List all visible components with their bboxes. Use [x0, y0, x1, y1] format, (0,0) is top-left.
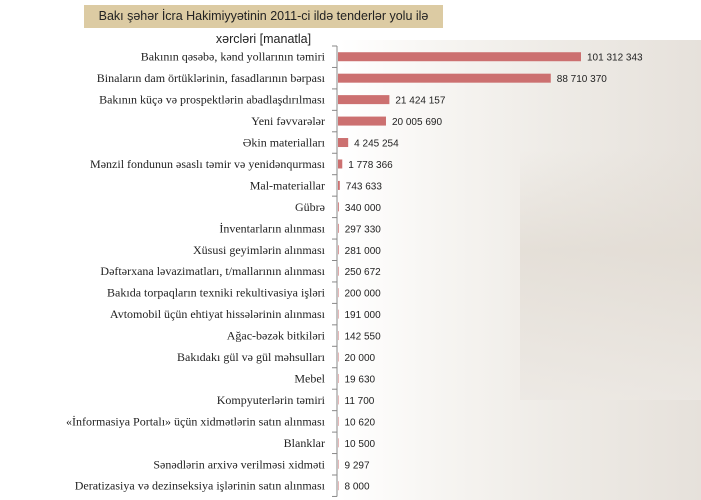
category-label: Kompyuterlərin təmiri: [217, 393, 326, 407]
data-label: 11 700: [345, 396, 375, 407]
data-label: 281 000: [345, 246, 382, 257]
chart-title: Bakı şəhər İcra Hakimiyyətinin 2011-ci i…: [84, 5, 443, 46]
data-label: 4 245 254: [354, 139, 399, 150]
data-label: 21 424 157: [395, 96, 445, 107]
bar: [338, 331, 339, 341]
bar: [338, 352, 339, 362]
data-label: 142 550: [345, 332, 382, 343]
category-label: Bakıdakı gül və gül məhsulları: [177, 350, 326, 364]
data-label: 1 778 366: [348, 160, 393, 171]
bar: [338, 159, 343, 169]
category-label: «İnformasiya Portalı» üçün xidmətlərin s…: [66, 414, 326, 428]
data-label: 297 330: [345, 224, 382, 235]
category-label: Yeni fəvvarələr: [251, 114, 325, 128]
data-label: 8 000: [345, 482, 370, 493]
category-label: Xüsusi geyimlərin alınması: [193, 243, 326, 257]
category-label: Bakıda torpaqların texniki rekultivasiya…: [107, 286, 326, 300]
bar: [338, 138, 349, 148]
data-label: 20 000: [345, 353, 376, 364]
data-label: 250 672: [345, 267, 382, 278]
category-label: Bakının qəsəbə, kənd yollarının təmiri: [141, 50, 326, 64]
bar: [338, 373, 339, 383]
bar: [338, 202, 339, 212]
data-label: 19 630: [345, 374, 376, 385]
category-label: Dəftərxana ləvazimatları, t/mallarının a…: [100, 264, 325, 278]
bar: [338, 52, 581, 62]
data-label: 340 000: [345, 203, 382, 214]
bar: [338, 116, 386, 126]
category-label: Bakının küçə və prospektlərin abadlaşdır…: [99, 93, 326, 107]
category-label: Mebel: [294, 371, 325, 385]
data-label: 743 633: [346, 181, 383, 192]
data-label: 10 620: [345, 417, 376, 428]
category-label: İnventarların alınması: [219, 221, 325, 235]
bar: [338, 438, 339, 448]
data-label: 88 710 370: [557, 74, 607, 85]
category-label: Gübrə: [295, 200, 325, 214]
bar: [338, 459, 339, 469]
category-label: Blanklar: [284, 436, 325, 450]
category-label: Binaların dam örtüklərinin, fasadlarının…: [97, 71, 326, 85]
bar: [338, 309, 339, 319]
bar: [338, 481, 339, 491]
data-label: 191 000: [345, 310, 382, 321]
bar: [338, 180, 340, 190]
category-label: Ağac-bəzək bitkiləri: [227, 329, 326, 343]
bar: [338, 223, 339, 233]
data-label: 101 312 343: [587, 53, 643, 64]
category-label: Mal-materiallar: [250, 178, 325, 192]
bar: [338, 288, 339, 298]
data-label: 9 297: [345, 460, 370, 471]
background-photo-building: [520, 150, 701, 400]
bar: [338, 395, 339, 405]
bar: [338, 266, 339, 276]
category-label: Avtomobil üçün ehtiyat hissələrinin alın…: [110, 307, 326, 321]
bar: [338, 245, 339, 255]
bar: [338, 95, 390, 105]
data-label: 10 500: [345, 439, 376, 450]
category-label: Mənzil fondunun əsaslı təmir və yenidənq…: [90, 157, 326, 171]
data-label: 200 000: [345, 289, 382, 300]
category-label: Sənədlərin arxivə verilməsi xidməti: [153, 457, 325, 471]
bar: [338, 73, 551, 83]
bar: [338, 416, 339, 426]
category-label: Əkin materialları: [243, 136, 326, 150]
data-label: 20 005 690: [392, 117, 442, 128]
category-label: Deratizasiya və dezinseksiya işlərinin s…: [75, 479, 326, 493]
